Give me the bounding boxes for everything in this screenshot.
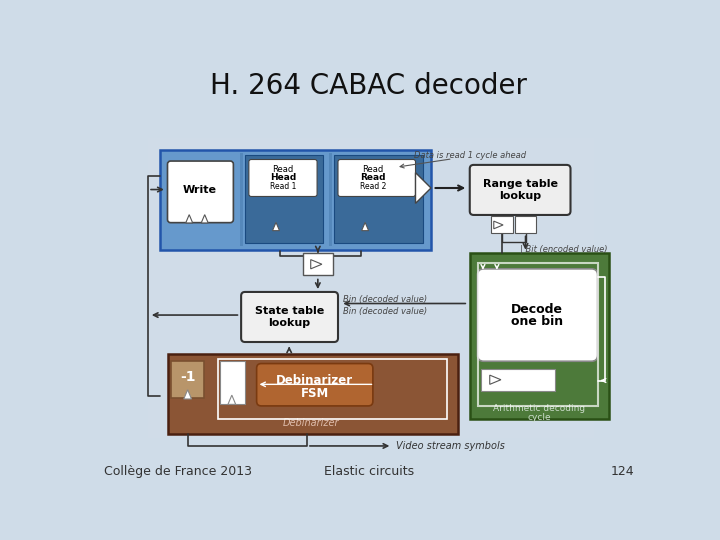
Text: Arithmetic decoding: Arithmetic decoding — [493, 404, 585, 414]
FancyBboxPatch shape — [249, 159, 317, 197]
Text: Bin (decoded value): Bin (decoded value) — [343, 295, 428, 304]
Text: Debinarizer: Debinarizer — [276, 374, 354, 387]
Text: Range table: Range table — [482, 179, 557, 189]
Text: FSM: FSM — [301, 387, 329, 400]
FancyBboxPatch shape — [241, 292, 338, 342]
Bar — [240, 153, 243, 246]
Text: one bin: one bin — [511, 315, 563, 328]
Text: H. 264 CABAC decoder: H. 264 CABAC decoder — [210, 72, 528, 100]
Text: Read: Read — [272, 165, 294, 174]
Bar — [148, 138, 594, 438]
FancyBboxPatch shape — [338, 159, 415, 197]
Text: Read 2: Read 2 — [360, 182, 386, 191]
Bar — [329, 153, 332, 246]
Polygon shape — [490, 375, 501, 384]
Text: Decode: Decode — [511, 303, 563, 316]
Bar — [492, 217, 513, 233]
Text: State table: State table — [255, 306, 324, 316]
Bar — [334, 155, 423, 244]
Polygon shape — [201, 214, 208, 223]
FancyBboxPatch shape — [168, 161, 233, 222]
Text: Write: Write — [183, 185, 217, 194]
Text: Elastic circuits: Elastic circuits — [324, 465, 414, 478]
FancyBboxPatch shape — [469, 165, 570, 215]
Polygon shape — [272, 222, 279, 231]
Text: Read: Read — [360, 173, 386, 183]
Bar — [218, 359, 446, 419]
Text: Bin (decoded value): Bin (decoded value) — [343, 307, 428, 316]
Text: -1: -1 — [180, 370, 195, 383]
Bar — [160, 150, 431, 249]
Text: Collège de France 2013: Collège de France 2013 — [104, 465, 252, 478]
Bar — [171, 361, 204, 398]
Text: | Bit (encoded value): | Bit (encoded value) — [520, 245, 608, 254]
Bar — [469, 253, 609, 419]
Polygon shape — [186, 214, 193, 223]
FancyBboxPatch shape — [477, 269, 598, 361]
Bar — [515, 217, 536, 233]
Text: Video stream symbols: Video stream symbols — [396, 441, 505, 451]
Polygon shape — [184, 390, 192, 399]
Polygon shape — [311, 260, 322, 269]
Bar — [245, 155, 323, 244]
Text: cycle: cycle — [528, 413, 552, 422]
Text: lookup: lookup — [499, 191, 541, 201]
Bar — [482, 369, 555, 390]
Polygon shape — [361, 222, 369, 231]
Text: Read 1: Read 1 — [270, 182, 296, 191]
Bar — [220, 361, 245, 403]
Polygon shape — [494, 221, 503, 229]
Text: Data is read 1 cycle ahead: Data is read 1 cycle ahead — [414, 151, 526, 160]
Bar — [303, 253, 333, 275]
Text: Debinarizer: Debinarizer — [283, 418, 339, 428]
FancyBboxPatch shape — [256, 363, 373, 406]
Polygon shape — [228, 395, 235, 404]
Polygon shape — [415, 173, 431, 204]
Text: lookup: lookup — [268, 318, 310, 328]
Text: Read: Read — [362, 165, 384, 174]
Bar — [477, 264, 598, 406]
Text: Head: Head — [270, 173, 296, 183]
Bar — [168, 354, 458, 434]
Text: 124: 124 — [611, 465, 634, 478]
